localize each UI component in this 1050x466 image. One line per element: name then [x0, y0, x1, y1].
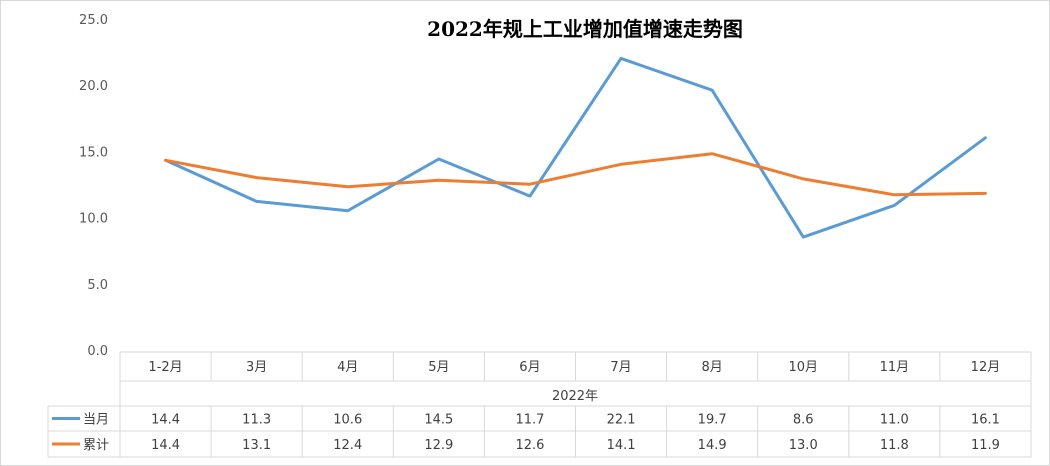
data-label: 13.0	[789, 438, 818, 453]
x-axis-label: 2022年	[552, 389, 598, 404]
y-tick-label: 5.0	[87, 278, 108, 293]
data-label: 22.1	[607, 413, 636, 428]
data-label: 12.6	[515, 438, 544, 453]
data-label: 10.6	[333, 413, 362, 428]
data-label: 14.4	[151, 438, 180, 453]
x-tick-label: 11月	[880, 360, 910, 375]
data-label: 11.8	[880, 438, 909, 453]
data-label: 14.5	[424, 413, 453, 428]
data-label: 14.9	[698, 438, 727, 453]
y-tick-label: 15.0	[79, 145, 108, 160]
x-tick-label: 8月	[702, 360, 723, 375]
x-tick-label: 10月	[788, 360, 818, 375]
x-tick-label: 7月	[610, 360, 631, 375]
data-label: 13.1	[242, 438, 271, 453]
data-label: 11.3	[242, 413, 271, 428]
y-axis-ticks: 0.0 5.0 10.0 15.0 20.0 25.0	[79, 13, 108, 359]
x-tick-label: 12月	[971, 360, 1001, 375]
legend-label: 累计	[83, 438, 109, 453]
data-label: 14.1	[607, 438, 636, 453]
y-tick-label: 10.0	[79, 212, 108, 227]
data-label: 16.1	[971, 413, 1000, 428]
data-label: 12.9	[424, 438, 453, 453]
x-tick-label: 1-2月	[148, 360, 182, 375]
y-tick-label: 25.0	[79, 13, 108, 28]
data-label: 11.0	[880, 413, 909, 428]
x-tick-label: 5月	[428, 360, 449, 375]
x-tick-label: 6月	[519, 360, 540, 375]
legend-label: 当月	[83, 413, 109, 428]
data-label: 11.9	[971, 438, 1000, 453]
data-label: 11.7	[515, 413, 544, 428]
chart-title: 2022年规上工业增加值增速走势图	[427, 17, 743, 41]
y-tick-label: 0.0	[87, 344, 108, 359]
y-tick-label: 20.0	[79, 79, 108, 94]
x-tick-label: 4月	[337, 360, 358, 375]
x-tick-label: 3月	[246, 360, 267, 375]
series-line	[164, 152, 987, 197]
data-label: 8.6	[793, 413, 814, 428]
data-label: 12.4	[333, 438, 362, 453]
series-line	[164, 56, 987, 239]
data-label: 14.4	[151, 413, 180, 428]
series-lines	[164, 56, 987, 239]
data-label: 19.7	[698, 413, 727, 428]
